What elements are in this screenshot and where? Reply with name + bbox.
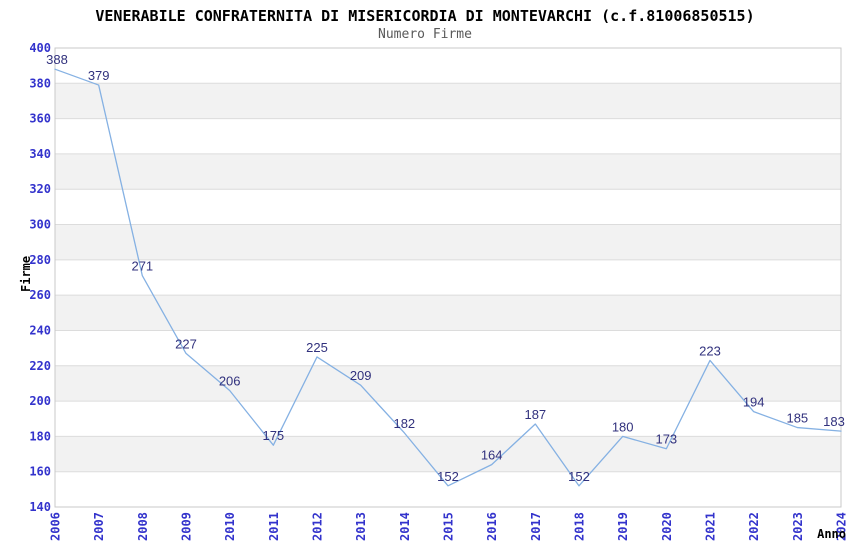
data-point-label: 173 [655,432,677,447]
data-line [54,68,842,487]
data-point-label: 209 [350,368,372,383]
data-point-label: 388 [46,52,68,67]
y-axis-name: Firme [19,256,33,292]
x-axis-tick-label: 2007 [92,512,106,541]
plot-band [55,189,841,225]
data-point-label: 185 [786,411,808,426]
x-axis-tick-label: 2023 [791,512,805,541]
data-point-label: 227 [175,336,197,351]
y-axis-tick-label: 380 [29,76,51,90]
x-axis-tick-label: 2016 [485,512,499,541]
x-axis-tick-label: 2015 [442,512,456,541]
x-axis-tick-label: 2024 [835,512,849,541]
data-point-label: 183 [823,414,845,429]
x-axis-tick-label: 2012 [311,512,325,541]
data-point-label: 152 [568,469,590,484]
x-axis-tick-label: 2006 [49,512,63,541]
plot-band [55,471,841,507]
plot-band [55,295,841,331]
x-axis-tick-label: 2019 [616,512,630,541]
data-point-label: 271 [131,259,153,274]
y-axis-tick-label: 340 [29,147,51,161]
plot-band [55,365,841,402]
data-point-label: 379 [88,68,110,83]
y-axis-tick-label: 140 [29,500,51,514]
x-axis-tick-label: 2020 [660,512,674,541]
x-axis-tick-label: 2022 [747,512,761,541]
plot-frame [54,47,842,508]
y-axis-tick-label: 160 [29,465,51,479]
y-axis-tick-label: 200 [29,394,51,408]
x-axis-tick-label: 2021 [704,512,718,541]
x-axis-tick-label: 2017 [529,512,543,541]
plot-band [55,48,841,84]
plot-band [55,224,841,260]
y-axis-tick-label: 300 [29,218,51,232]
plot-band [55,401,841,437]
data-point-label: 164 [481,448,503,463]
plot-band [55,153,841,190]
data-point-label: 223 [699,343,721,358]
x-axis-tick-label: 2014 [398,512,412,541]
y-axis-tick-label: 220 [29,359,51,373]
plot-band [55,118,841,154]
data-point-label: 175 [262,428,284,443]
plot-band [55,83,841,119]
chart-title: VENERABILE CONFRATERNITA DI MISERICORDIA… [95,7,755,25]
data-point-label: 194 [743,395,765,410]
data-point-label: 225 [306,340,328,355]
data-point-label: 206 [219,373,241,388]
y-axis-tick-label: 180 [29,429,51,443]
data-point-label: 187 [524,407,546,422]
data-point-label: 152 [437,469,459,484]
y-axis-tick-label: 360 [29,112,51,126]
data-point-label: 180 [612,419,634,434]
x-axis-tick-label: 2013 [354,512,368,541]
y-axis-tick-label: 320 [29,182,51,196]
y-axis-tick-label: 280 [29,253,51,267]
plot-band [55,330,841,366]
y-axis-tick-label: 240 [29,323,51,337]
x-axis-tick-label: 2011 [267,512,281,541]
y-axis-tick-label: 400 [29,41,51,55]
plot-band [55,259,841,296]
x-axis-tick-label: 2010 [223,512,237,541]
y-axis-tick-label: 260 [29,288,51,302]
x-axis-name: Anno [817,527,846,541]
chart-subtitle: Numero Firme [378,27,472,42]
x-axis-tick-label: 2018 [573,512,587,541]
x-axis-tick-label: 2008 [136,512,150,541]
plot-band [55,436,841,472]
data-point-label: 182 [393,416,415,431]
x-axis-tick-label: 2009 [180,512,194,541]
